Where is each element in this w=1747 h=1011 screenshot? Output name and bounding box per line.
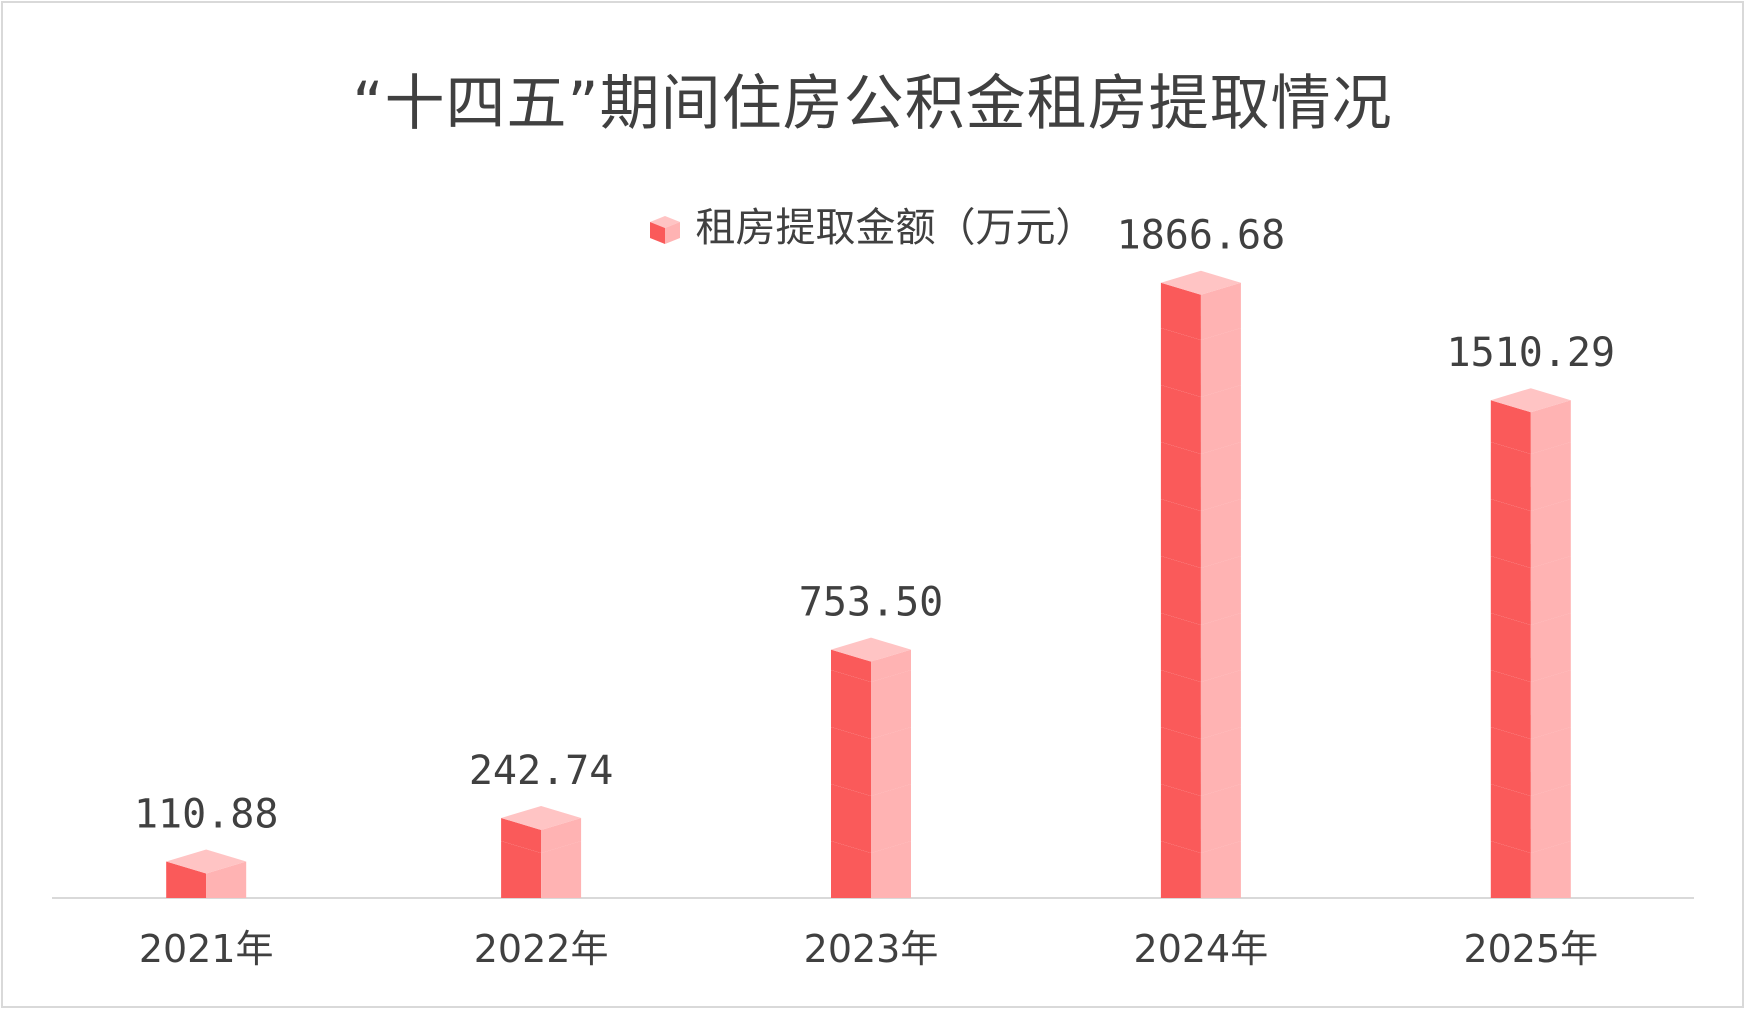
bar-2024年 bbox=[1160, 270, 1241, 898]
value-label-2025年: 1510.29 bbox=[1447, 330, 1616, 376]
value-label-2023年: 753.50 bbox=[799, 580, 944, 626]
value-label-2022年: 242.74 bbox=[469, 748, 614, 794]
x-tick-label-2022年: 2022年 bbox=[474, 927, 609, 971]
x-tick-label-2025年: 2025年 bbox=[1463, 927, 1598, 971]
bar-2023年 bbox=[831, 637, 911, 898]
x-tick-label-2021年: 2021年 bbox=[139, 927, 274, 971]
value-label-2021年: 110.88 bbox=[134, 791, 279, 837]
chart-title: “十四五”期间住房公积金租房提取情况 bbox=[352, 69, 1393, 139]
x-tick-label-2024年: 2024年 bbox=[1134, 927, 1269, 971]
bar-2022年 bbox=[501, 805, 582, 899]
legend-label: 租房提取金额（万元） bbox=[695, 205, 1096, 251]
legend-swatch-icon bbox=[649, 216, 680, 244]
bar-2025年 bbox=[1490, 388, 1571, 898]
value-label-2024年: 1866.68 bbox=[1117, 213, 1286, 259]
legend: 租房提取金额（万元） bbox=[3, 195, 1742, 253]
x-tick-label-2023年: 2023年 bbox=[804, 927, 939, 971]
bar-2021年 bbox=[166, 849, 247, 898]
